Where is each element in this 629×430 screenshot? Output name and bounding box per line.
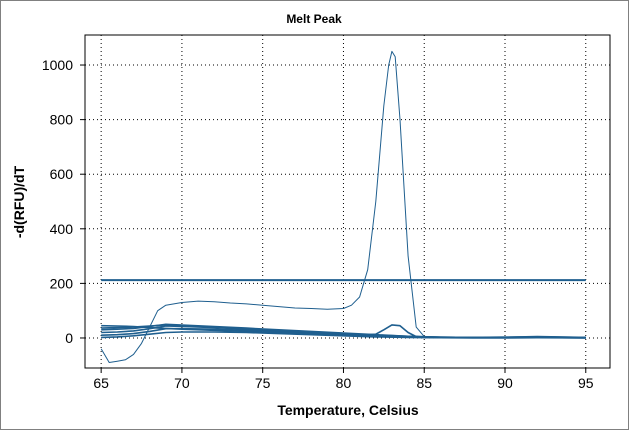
series-line xyxy=(101,324,586,339)
x-tick-label: 70 xyxy=(174,375,190,391)
x-tick-label: 95 xyxy=(578,375,594,391)
y-axis-label: -d(RFU)/dT xyxy=(11,165,27,238)
x-axis-label: Temperature, Celsius xyxy=(277,402,419,418)
y-tick-label: 200 xyxy=(50,275,74,291)
x-tick-label: 85 xyxy=(416,375,432,391)
y-tick-label: 400 xyxy=(50,221,74,237)
plot-area xyxy=(84,34,611,369)
y-tick-label: 1000 xyxy=(42,57,73,73)
x-tick-label: 80 xyxy=(336,375,352,391)
x-tick-label: 75 xyxy=(255,375,271,391)
chart-title: Melt Peak xyxy=(286,12,342,26)
y-tick-label: 0 xyxy=(65,330,73,346)
x-tick-label: 90 xyxy=(497,375,513,391)
grid xyxy=(85,35,610,368)
axis-ticks: 65 70 75 80 85 90 95 0 200 400 600 800 1000 xyxy=(42,57,594,391)
y-tick-label: 800 xyxy=(50,112,74,128)
series-group xyxy=(100,50,586,363)
x-tick-label: 65 xyxy=(93,375,109,391)
y-tick-label: 600 xyxy=(50,166,74,182)
